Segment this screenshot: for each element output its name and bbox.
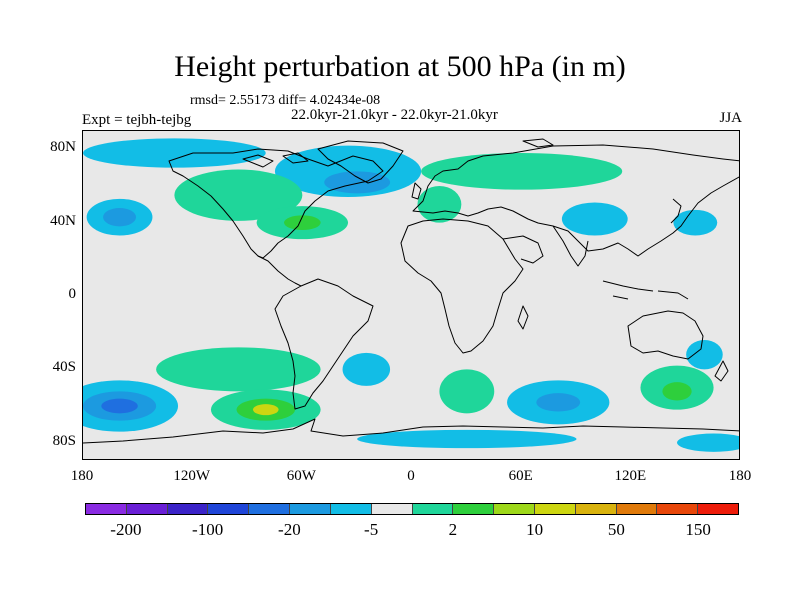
antarctic-coast-negative (357, 429, 577, 449)
map-panel (82, 130, 740, 460)
greenland-coast (317, 140, 404, 184)
south-africa-positive (439, 369, 495, 414)
colorbar-swatch (698, 504, 738, 514)
madagascar-coast (517, 305, 529, 330)
lat-tick-label: 80S (52, 432, 76, 449)
plot-title: Height perturbation at 500 hPa (in m) (174, 50, 626, 83)
south-pacific-positive-outer (156, 347, 321, 392)
north-america-positive-outer (174, 169, 303, 221)
lat-tick-label: 0 (68, 286, 77, 302)
lon-tick-label: 120E (614, 468, 647, 484)
arabia-coast (502, 235, 544, 264)
south-atlantic-negative (342, 352, 391, 386)
colorbar-tick-label: 10 (526, 520, 544, 539)
lon-tick-label: 180 (70, 468, 94, 484)
lon-tick-label: 180 (728, 468, 752, 484)
indonesia-coast (602, 280, 689, 300)
lat-tick-label: 80N (50, 139, 76, 156)
colorbar-swatch (330, 504, 372, 514)
japan-coast (670, 198, 682, 224)
colorbar-swatch (290, 504, 331, 514)
rmsd-diff-line: rmsd= 2.55173 diff= 4.02434e-08 (190, 93, 381, 108)
colorbar-swatch (126, 504, 168, 514)
indian-ocean-negative-core (536, 393, 581, 412)
colorbar-tick-label: 2 (448, 520, 458, 539)
colorbar-swatch (167, 504, 209, 514)
india-coast (552, 225, 589, 267)
south-america-positive-core (252, 404, 279, 416)
siberia-positive (421, 153, 623, 190)
south-america-coast (274, 278, 374, 410)
colorbar-tick-label: 150 (685, 520, 711, 539)
colorbar-swatch (453, 504, 495, 514)
colorbar-swatch (494, 504, 535, 514)
tasman-negative (686, 340, 723, 370)
north-america-coast (168, 148, 384, 259)
east-asia-negative (673, 209, 718, 236)
new-zealand-coast (714, 360, 729, 382)
western-atlantic-positive-core (284, 215, 321, 230)
australia-positive-core (662, 382, 692, 401)
world-map (83, 138, 739, 452)
lat-tick-label: 40S (52, 359, 76, 376)
lat-tick-label: 40N (50, 212, 76, 229)
colorbar-tick-label: -200 (110, 520, 142, 539)
north-pacific-negative-core (103, 208, 137, 227)
colorbar-swatch (534, 504, 576, 514)
lon-tick-label: 120W (173, 468, 210, 484)
africa-coast (400, 218, 524, 354)
colorbar-swatch (86, 504, 127, 514)
colorbar (85, 503, 739, 515)
central-asia-negative (561, 202, 628, 236)
lon-tick-label: 0 (407, 468, 415, 484)
north-pacific-arctic-negative (83, 138, 266, 168)
antarctic-pacific-negative (677, 433, 739, 452)
antarctica-coast (83, 418, 739, 444)
arctic-islands-coast (242, 138, 554, 168)
colorbar-swatch (208, 504, 250, 514)
lon-tick-label: 60E (508, 468, 533, 484)
central-america-coast (257, 255, 302, 287)
colorbar-swatch (249, 504, 291, 514)
period-line: 22.0kyr-21.0kyr - 22.0kyr-21.0kyr (291, 107, 498, 123)
north-atlantic-negative-core (324, 171, 391, 194)
experiment-label: Expt = tejbh-tejbg (82, 112, 192, 128)
eurasia-coast (412, 144, 739, 257)
season-label: JJA (719, 110, 742, 126)
colorbar-swatch (575, 504, 617, 514)
colorbar-swatch (412, 504, 454, 514)
colorbar-tick-label: -20 (278, 520, 301, 539)
anomaly-fields (83, 138, 739, 452)
britain-coast (411, 182, 422, 200)
colorbar-swatch (657, 504, 699, 514)
lon-tick-label: 60W (286, 468, 316, 484)
coastlines (83, 138, 739, 444)
south-pacific-negative-core (101, 398, 138, 414)
colorbar-tick-label: -5 (364, 520, 379, 539)
colorbar-swatch (371, 504, 413, 514)
europe-positive (417, 186, 462, 223)
colorbar-swatch (616, 504, 658, 514)
australia-coast (627, 310, 704, 360)
colorbar-tick-label: 50 (607, 520, 625, 539)
colorbar-tick-label: -100 (192, 520, 224, 539)
